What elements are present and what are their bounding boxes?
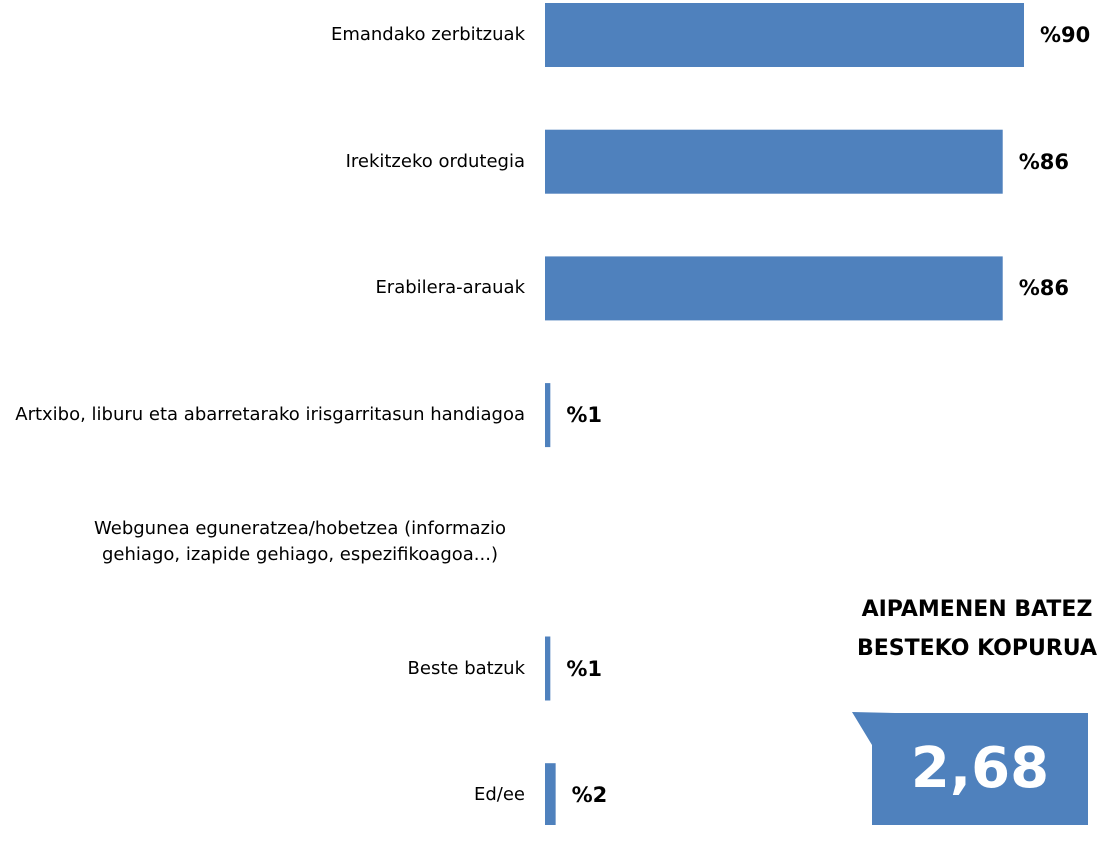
bar [545, 256, 1003, 321]
value-label: %1 [566, 656, 602, 681]
category-label: Beste batzuk [407, 657, 525, 679]
category-label-box: Ed/ee [474, 740, 525, 850]
category-label: Irekitzeko ordutegia [345, 150, 525, 172]
category-label: Erabilera-arauak [375, 277, 525, 299]
value-label: %90 [1040, 23, 1091, 47]
annotation-title: AIPAMENEN BATEZ BESTEKO KOPURUA [856, 597, 1097, 661]
category-label-box: Irekitzeko ordutegia [346, 107, 525, 217]
bar [545, 763, 556, 825]
annotation-value: 2,68 [910, 736, 1050, 801]
category-label-box: Erabilera-arauak [375, 233, 525, 343]
category-label-box: Beste batzuk [408, 614, 525, 724]
category-label-box: Webgunea eguneratzea/hobetzea (informazi… [75, 487, 525, 597]
value-label: %86 [1018, 149, 1069, 174]
page: AIPAMENEN BATEZ BESTEKO KOPURUA 2,68 (()… [15, 0, 1097, 825]
value-label: %1 [566, 403, 602, 428]
category-label: Webgunea eguneratzea/hobetzea (informazi… [94, 517, 506, 565]
category-label: Ed/ee [473, 784, 525, 806]
category-label-box: Artxibo, liburu eta abarretarako irisgar… [15, 360, 525, 470]
category-label-box: Emandako zerbitzuak [331, 0, 525, 90]
bar [545, 129, 1003, 194]
category-label: Artxibo, liburu eta abarretarako irisgar… [15, 404, 525, 426]
bar [545, 3, 1024, 67]
annotation-box [852, 712, 1088, 825]
chart [545, 3, 1088, 825]
value-label: %2 [571, 783, 608, 808]
category-label: Emandako zerbitzuak [330, 24, 525, 45]
value-label: %86 [1018, 276, 1069, 301]
bar [545, 383, 551, 448]
bar [545, 636, 551, 701]
